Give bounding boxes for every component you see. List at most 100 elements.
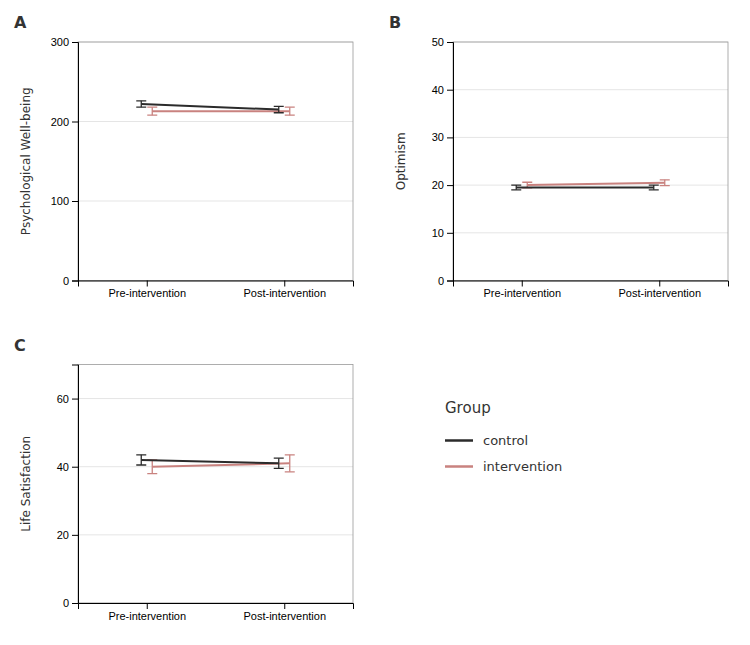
plot-frame: [78, 365, 353, 604]
x-axis-line: [79, 604, 354, 610]
series: [147, 455, 295, 474]
error-bar-cap: [511, 189, 521, 190]
y-tick-mark: [72, 122, 78, 123]
error-bar-cap: [522, 182, 532, 183]
y-tick: 0: [438, 275, 453, 287]
error-bar-cap: [285, 114, 295, 115]
y-tick-mark: [72, 42, 78, 43]
y-tick-label: 300: [51, 36, 69, 48]
y-tick-label: 50: [432, 36, 444, 48]
y-tick-label: 200: [51, 116, 69, 128]
y-tick-mark: [72, 281, 78, 282]
x-tick-mark: [147, 281, 148, 287]
error-bar: [660, 180, 670, 186]
y-tick-label: 0: [63, 597, 69, 609]
error-bar: [285, 107, 295, 115]
figure: 0100200300Pre-interventionPost-intervent…: [0, 0, 750, 645]
y-tick-mark: [72, 603, 78, 604]
grid-line: [78, 398, 353, 399]
y-tick-mark: [72, 201, 78, 202]
x-tick-label: Pre-intervention: [108, 610, 186, 622]
grid-line: [78, 121, 353, 122]
x-tick-mark: [147, 603, 148, 609]
x-tick: Pre-intervention: [108, 281, 186, 300]
series-line: [152, 110, 290, 112]
error-bar-stem: [289, 455, 290, 472]
y-axis-line: [72, 365, 79, 604]
grid-line: [78, 201, 353, 202]
marks: [136, 101, 295, 115]
error-bar-cap: [136, 100, 146, 101]
grid-line: [453, 137, 728, 138]
legend-item: control: [445, 433, 528, 448]
error-bar-cap: [147, 107, 157, 108]
error-bar-cap: [285, 471, 295, 472]
y-axis-line: [72, 43, 79, 282]
y-tick-label: 100: [51, 195, 69, 207]
y-axis-title: Life Satisfaction: [19, 436, 33, 532]
error-bar: [147, 460, 157, 474]
error-bar-stem: [653, 185, 654, 190]
y-axis: 0204060: [57, 365, 79, 609]
error-bar: [649, 185, 659, 190]
y-tick-label: 0: [438, 275, 444, 287]
y-tick: 20: [57, 529, 78, 541]
error-bar: [136, 101, 146, 107]
x-tick-label: Post-intervention: [243, 287, 326, 299]
series-line: [141, 104, 279, 110]
y-tick-mark: [447, 42, 453, 43]
plot-frame: [453, 42, 728, 281]
y-tick-label: 30: [432, 131, 444, 143]
legend-title: Group: [445, 399, 491, 417]
x-axis: Pre-intervention Post-intervention: [79, 603, 354, 622]
grid: [78, 42, 353, 281]
x-tick: Post-intervention: [243, 603, 326, 622]
series-line: [527, 183, 665, 185]
y-tick: 0: [63, 275, 78, 287]
legend: Group control intervention: [445, 399, 562, 475]
error-bar: [274, 458, 284, 468]
x-tick-label: Post-intervention: [618, 287, 701, 299]
y-axis: 0 100 200 300: [51, 36, 79, 287]
error-bar: [147, 107, 157, 115]
y-tick: 40: [432, 84, 453, 96]
x-tick-mark: [284, 603, 285, 609]
y-tick-mark: [72, 467, 78, 468]
panel: 01020304050Pre-interventionPost-interven…: [389, 13, 729, 299]
x-axis-line: [454, 281, 729, 287]
y-tick: 200: [51, 116, 78, 128]
x-tick: Post-intervention: [618, 281, 701, 300]
error-bar-cap: [274, 112, 284, 113]
y-tick-label: 10: [432, 227, 444, 239]
y-tick-mark: [447, 90, 453, 91]
legend-item: intervention: [445, 459, 562, 474]
y-tick: 30: [432, 131, 453, 143]
legend-label: intervention: [483, 459, 562, 474]
error-bar-cap: [274, 468, 284, 469]
x-tick-mark: [284, 281, 285, 287]
y-tick-mark: [447, 185, 453, 186]
error-bar-stem: [278, 106, 279, 112]
y-axis-line: [447, 43, 454, 282]
legend-label: control: [483, 433, 528, 448]
grid-line: [453, 89, 728, 90]
panel-label: B: [389, 13, 401, 32]
y-tick: 50: [432, 36, 453, 48]
y-tick-mark: [447, 281, 453, 282]
y-tick-mark: [72, 399, 78, 400]
x-tick-mark: [659, 281, 660, 287]
grid-line: [453, 232, 728, 233]
y-tick: 0: [63, 597, 78, 609]
error-bar-stem: [516, 185, 517, 190]
panel-label: A: [14, 13, 27, 32]
panel: 0 100 200 300 Pre-intervention Post-intervent…: [14, 13, 354, 299]
y-axis-title: Psychological Well-being: [19, 87, 33, 235]
error-bar-stem: [141, 455, 142, 465]
y-tick-label: 60: [57, 393, 69, 405]
marks: [511, 180, 670, 190]
error-bar-cap: [147, 114, 157, 115]
grid-line: [78, 466, 353, 467]
y-tick: 300: [51, 36, 78, 48]
error-bar-cap: [285, 454, 295, 455]
error-bar-stem: [141, 101, 142, 107]
